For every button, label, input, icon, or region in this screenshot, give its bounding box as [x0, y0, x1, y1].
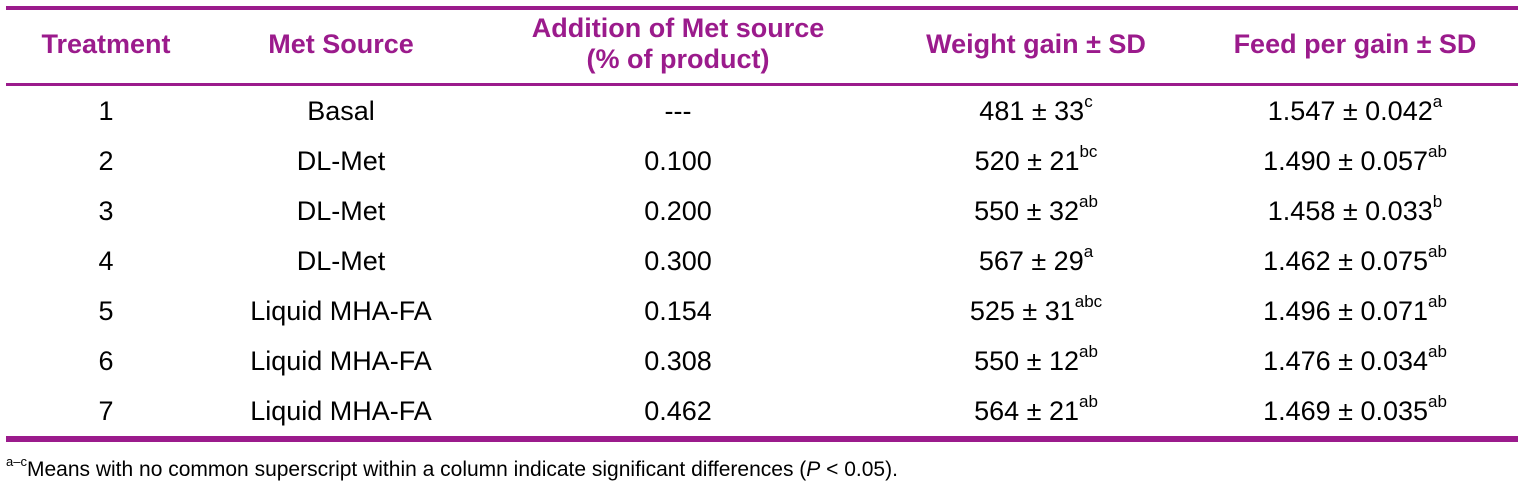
table-row: 2 DL-Met 0.100 520 ± 21bc 1.490 ± 0.057a…: [6, 136, 1518, 186]
cell-source: Basal: [307, 95, 375, 126]
cell-source: DL-Met: [296, 145, 386, 176]
cell-weight-gain: 520 ± 21bc: [974, 141, 1098, 176]
cell-weight-gain: 564 ± 21ab: [974, 391, 1098, 426]
superscript: ab: [1428, 341, 1447, 361]
cell-weight-gain: 481 ± 33c: [979, 91, 1093, 126]
header-weight-gain: Weight gain ± SD: [926, 28, 1146, 59]
cell-addition: 0.200: [644, 195, 712, 226]
cell-weight-gain: 550 ± 12ab: [974, 341, 1098, 376]
table-row: 7 Liquid MHA-FA 0.462 564 ± 21ab 1.469 ±…: [6, 386, 1518, 436]
header-treatment: Treatment: [41, 28, 171, 59]
cell-source: DL-Met: [296, 245, 386, 276]
cell-feed-per-gain: 1.547 ± 0.042a: [1267, 91, 1443, 126]
cell-feed-per-gain: 1.462 ± 0.075ab: [1263, 241, 1447, 276]
footnote-superscript: a–c: [6, 454, 27, 469]
cell-source: Liquid MHA-FA: [250, 395, 432, 426]
cell-addition: 0.462: [644, 395, 712, 426]
cell-weight-gain: 567 ± 29a: [978, 241, 1094, 276]
superscript: ab: [1078, 191, 1098, 211]
footnote-text: Means with no common superscript within …: [26, 458, 807, 481]
superscript: a: [1432, 91, 1443, 111]
top-rule: [6, 6, 1518, 10]
cell-addition: 0.300: [644, 245, 712, 276]
bottom-rule: [6, 436, 1518, 442]
superscript: ab: [1428, 291, 1447, 311]
superscript: ab: [1078, 341, 1098, 361]
superscript: abc: [1074, 291, 1103, 311]
cell-weight-gain: 525 ± 31abc: [969, 291, 1103, 326]
table-row: 5 Liquid MHA-FA 0.154 525 ± 31abc 1.496 …: [6, 286, 1518, 336]
cell-feed-per-gain: 1.490 ± 0.057ab: [1263, 141, 1447, 176]
superscript: ab: [1428, 241, 1447, 261]
cell-source: Liquid MHA-FA: [250, 345, 432, 376]
header-feed-per-gain: Feed per gain ± SD: [1233, 28, 1477, 59]
results-table: Treatment Met Source Addition of Met sou…: [6, 0, 1518, 436]
header-met-source: Met Source: [268, 28, 414, 59]
cell-source: Liquid MHA-FA: [250, 295, 432, 326]
cell-feed-per-gain: 1.458 ± 0.033b: [1267, 191, 1443, 226]
header-addition: Addition of Met source (% of product): [531, 13, 825, 74]
superscript: ab: [1428, 141, 1447, 161]
table-row: 3 DL-Met 0.200 550 ± 32ab 1.458 ± 0.033b: [6, 186, 1518, 236]
cell-addition: 0.100: [644, 145, 712, 176]
superscript: bc: [1079, 141, 1098, 161]
cell-feed-per-gain: 1.469 ± 0.035ab: [1263, 391, 1447, 426]
cell-treatment: 5: [98, 295, 114, 326]
cell-treatment: 3: [98, 195, 114, 226]
cell-treatment: 2: [98, 145, 114, 176]
cell-treatment: 7: [98, 395, 114, 426]
superscript: b: [1432, 191, 1443, 211]
cell-addition: ---: [664, 95, 692, 126]
cell-feed-per-gain: 1.476 ± 0.034ab: [1263, 341, 1447, 376]
cell-weight-gain: 550 ± 32ab: [974, 191, 1098, 226]
table-row: 1 Basal --- 481 ± 33c 1.547 ± 0.042a: [6, 84, 1518, 136]
cell-feed-per-gain: 1.496 ± 0.071ab: [1263, 291, 1447, 326]
table-footnote: a–cMeans with no common superscript with…: [6, 455, 898, 482]
table-row: 4 DL-Met 0.300 567 ± 29a 1.462 ± 0.075ab: [6, 236, 1518, 286]
footnote-text-end: < 0.05).: [820, 458, 898, 481]
cell-addition: 0.154: [644, 295, 712, 326]
cell-addition: 0.308: [644, 345, 712, 376]
footnote-p: P: [806, 458, 821, 481]
header-rule: [6, 83, 1518, 86]
superscript: a: [1083, 241, 1094, 261]
cell-treatment: 6: [98, 345, 114, 376]
cell-treatment: 1: [98, 95, 114, 126]
superscript: ab: [1078, 391, 1098, 411]
cell-treatment: 4: [98, 245, 114, 276]
cell-source: DL-Met: [296, 195, 386, 226]
table-body: 1 Basal --- 481 ± 33c 1.547 ± 0.042a 2 D…: [6, 84, 1518, 436]
superscript: ab: [1428, 391, 1447, 411]
superscript: c: [1084, 91, 1093, 111]
table-row: 6 Liquid MHA-FA 0.308 550 ± 12ab 1.476 ±…: [6, 336, 1518, 386]
header-row: Treatment Met Source Addition of Met sou…: [6, 0, 1518, 84]
